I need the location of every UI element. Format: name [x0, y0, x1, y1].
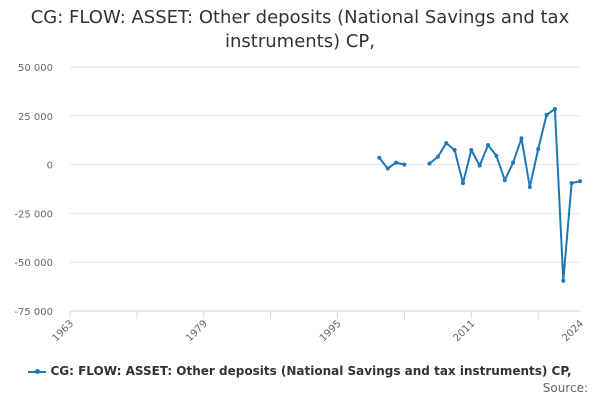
chart-title: CG: FLOW: ASSET: Other deposits (Nationa… [30, 7, 570, 52]
data-point[interactable] [444, 141, 449, 146]
y-tick-label: 25 000 [18, 112, 53, 123]
data-point[interactable] [377, 155, 382, 160]
data-point[interactable] [519, 136, 524, 141]
source-label: Source: [542, 381, 588, 395]
grid-layer [70, 66, 580, 312]
data-point[interactable] [486, 143, 491, 148]
data-point[interactable] [502, 178, 507, 183]
y-tick-label: 50 000 [18, 63, 53, 74]
x-tick-label: 1979 [184, 318, 210, 344]
data-point[interactable] [544, 112, 549, 117]
x-tick-label: 1963 [50, 318, 76, 344]
data-point[interactable] [427, 161, 432, 166]
y-tick-label: 0 [47, 161, 53, 172]
data-point[interactable] [569, 181, 574, 186]
data-point[interactable] [536, 146, 541, 151]
data-point[interactable] [578, 179, 582, 184]
legend-label: CG: FLOW: ASSET: Other deposits (Nationa… [50, 364, 572, 378]
data-point[interactable] [452, 147, 457, 152]
data-point[interactable] [435, 154, 440, 159]
data-point[interactable] [460, 181, 465, 186]
y-tick-label: -50 000 [14, 258, 53, 269]
series-line [378, 157, 405, 170]
data-point[interactable] [494, 153, 499, 158]
data-point[interactable] [552, 106, 557, 111]
data-point[interactable] [385, 166, 390, 171]
data-point[interactable] [527, 185, 532, 190]
data-point[interactable] [402, 162, 407, 167]
y-tick-label: -75 000 [14, 307, 53, 318]
x-tick-label: 2024 [560, 318, 586, 344]
data-point[interactable] [477, 163, 482, 168]
y-tick-label: -25 000 [14, 209, 53, 220]
series-layer [377, 106, 582, 283]
data-point[interactable] [561, 278, 566, 283]
series-line [428, 108, 581, 282]
data-point[interactable] [394, 160, 399, 165]
legend-line-icon [28, 366, 47, 378]
data-point[interactable] [511, 160, 516, 165]
x-tick-label: 1995 [318, 318, 344, 344]
x-tick-label: 2011 [452, 318, 478, 344]
legend[interactable]: CG: FLOW: ASSET: Other deposits (Nationa… [0, 364, 600, 378]
data-point[interactable] [469, 147, 474, 152]
